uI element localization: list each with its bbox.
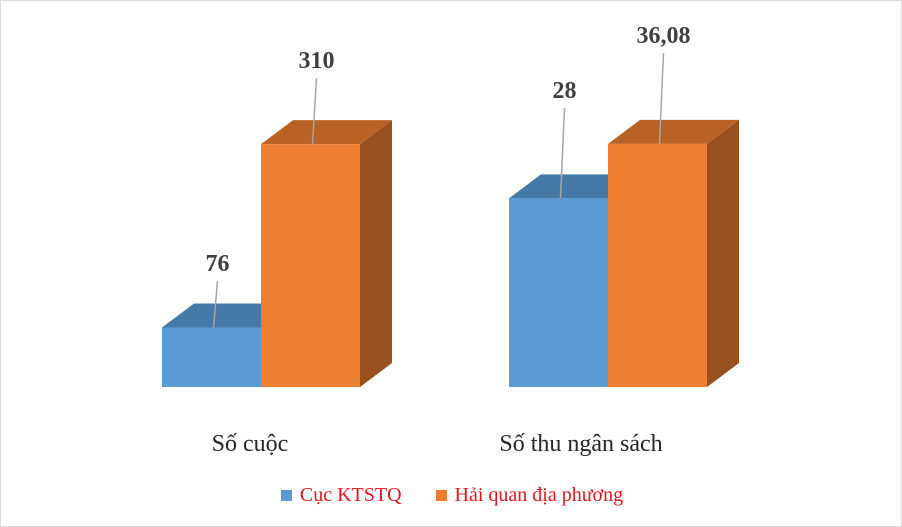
bar-top-0-1: [509, 174, 640, 199]
bar-top-0-0: [162, 303, 293, 328]
bar-1-1: [608, 143, 707, 387]
data-label-1-1: 36,08: [637, 23, 691, 49]
legend-label-cuc-ktstq: Cục KTSTQ: [299, 483, 402, 506]
legend-item-hai-quan: Hải quan địa phương: [435, 483, 624, 507]
legend-label-hai-quan: Hải quan địa phương: [454, 483, 624, 506]
leader-line-1-0: [311, 77, 318, 145]
bar-side-1-0: [360, 120, 392, 388]
category-label-1: Số thu ngân sách: [499, 431, 662, 457]
legend-swatch-hai-quan: [435, 489, 447, 501]
data-label-1-0: 310: [299, 48, 335, 74]
bar-top-1-0: [261, 120, 392, 145]
data-label-0-1: 28: [553, 78, 577, 104]
data-label-0-0: 76: [206, 251, 230, 277]
legend-swatch-cuc-ktstq: [280, 489, 292, 501]
bar-chart: 76 310 Số cuộc 28 36,08 Số thu ngân sách: [162, 23, 739, 457]
legend-item-cuc-ktstq: Cục KTSTQ: [280, 483, 402, 507]
bar-0-1: [509, 198, 608, 387]
legend: Cục KTSTQ Hải quan địa phương: [1, 479, 902, 511]
leader-line-0-0: [212, 280, 219, 328]
category-label-0: Số cuộc: [212, 431, 289, 457]
bar-top-1-1: [608, 119, 739, 144]
leader-line-0-1: [559, 107, 566, 199]
bar-0-0: [162, 327, 261, 387]
bar-1-0: [261, 144, 360, 387]
bar-side-1-1: [707, 119, 739, 388]
leader-line-1-1: [658, 52, 665, 144]
